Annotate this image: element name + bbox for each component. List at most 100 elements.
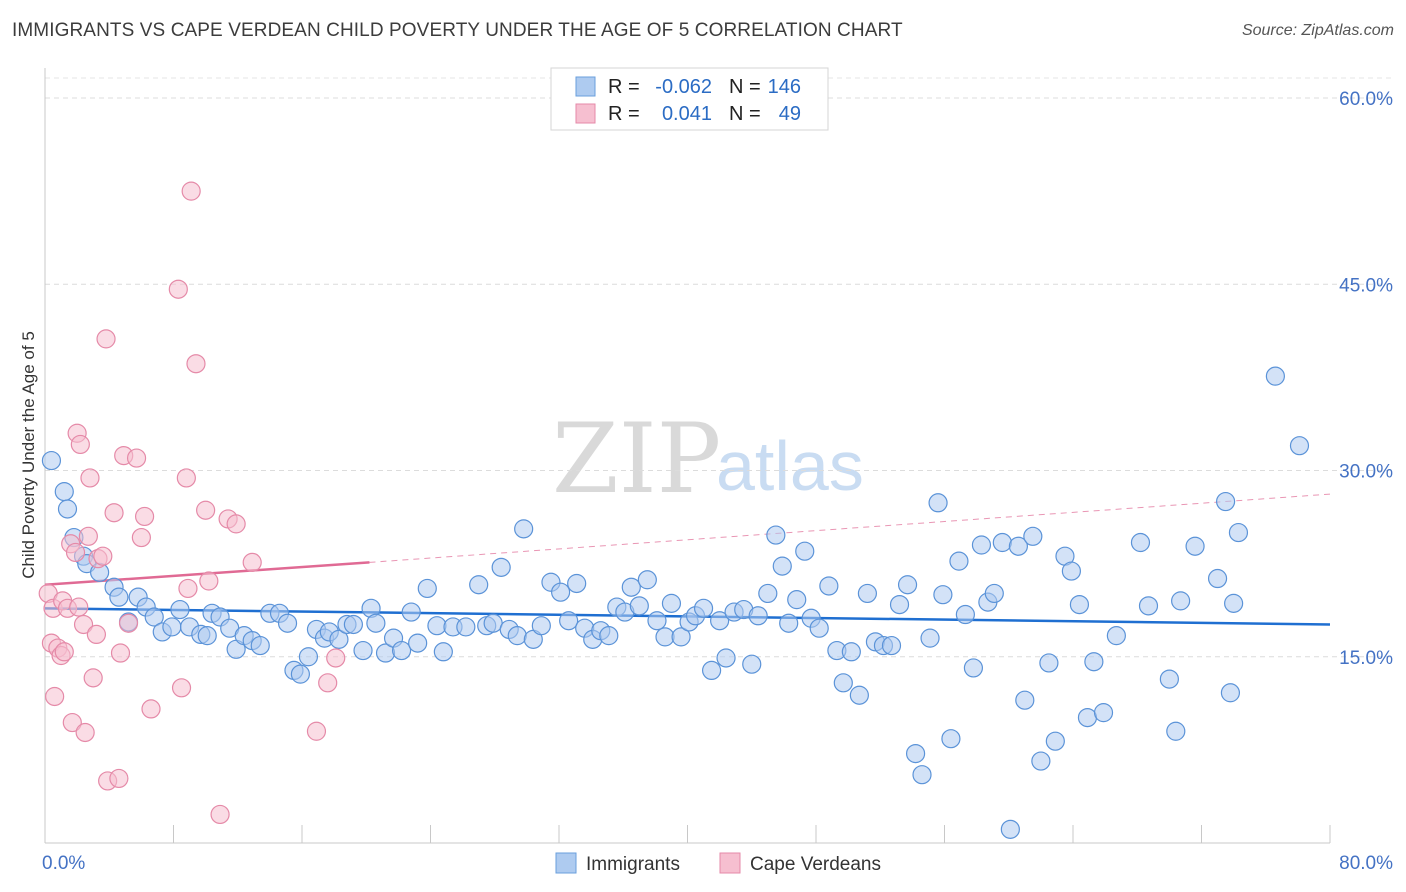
immigrants-point xyxy=(469,575,489,595)
legend-r-label: R = xyxy=(608,76,640,98)
immigrants-point xyxy=(941,729,961,749)
immigrants-point xyxy=(507,626,527,646)
cape-verdeans-point xyxy=(141,699,161,719)
immigrants-point xyxy=(833,673,853,693)
legend-r-value: -0.062 xyxy=(655,76,712,98)
legend-box xyxy=(550,67,829,131)
y-tick-label: 60.0% xyxy=(1339,89,1393,110)
immigrants-point xyxy=(1031,751,1051,771)
cape-verdeans-point xyxy=(134,506,155,527)
y-tick-label: 45.0% xyxy=(1339,275,1393,296)
immigrants-point xyxy=(637,570,657,590)
immigrants-point xyxy=(647,611,667,631)
immigrants-point xyxy=(57,499,78,519)
immigrants-point xyxy=(559,611,579,631)
immigrants-point xyxy=(599,626,619,646)
immigrants-point xyxy=(629,596,649,616)
immigrants-point xyxy=(809,618,829,638)
immigrants-point xyxy=(621,577,641,597)
immigrants-point xyxy=(971,535,992,555)
immigrants-point xyxy=(54,482,74,502)
immigrants-point xyxy=(819,576,839,596)
cape-verdeans-point xyxy=(83,668,103,688)
x-tick-label: 80.0% xyxy=(1339,853,1393,874)
immigrants-point xyxy=(1265,366,1285,386)
immigrants-point xyxy=(514,519,534,539)
immigrants-point xyxy=(857,583,878,604)
immigrants-point xyxy=(277,613,298,633)
cape-verdeans-point xyxy=(118,613,139,633)
immigrants-point xyxy=(250,635,270,656)
legend: R = -0.062 N = 146 R = 0.041 N = 49 xyxy=(550,67,829,131)
cape-verdeans-point xyxy=(226,514,246,534)
immigrants-point xyxy=(483,613,503,633)
immigrants-point xyxy=(1207,568,1228,589)
immigrants-point xyxy=(531,616,551,636)
x-tick-label: 0.0% xyxy=(42,853,85,874)
immigrants-point xyxy=(41,450,62,471)
immigrants-point xyxy=(391,640,412,661)
immigrants-point xyxy=(1039,653,1059,673)
legend-r-label: R = xyxy=(608,103,640,125)
immigrants-point xyxy=(963,658,984,678)
y-axis-label: Child Poverty Under the Age of 5 xyxy=(19,331,38,579)
immigrants-point xyxy=(949,551,969,571)
y-tick-label: 30.0% xyxy=(1339,462,1393,483)
immigrants-point xyxy=(928,493,948,513)
immigrants-point xyxy=(1069,594,1090,615)
immigrants-point xyxy=(955,604,975,625)
cape-verdeans-point xyxy=(171,678,192,698)
immigrants-point xyxy=(701,660,722,681)
immigrants-point xyxy=(1171,591,1191,611)
immigrants-point xyxy=(298,647,319,667)
bottom-legend-swatch xyxy=(555,852,577,874)
cape-verdeans-point xyxy=(126,448,147,468)
legend-n-label: N = xyxy=(729,103,761,125)
immigrants-point xyxy=(912,765,932,785)
immigrants-point xyxy=(933,585,953,605)
axes: 15.0% 30.0% 45.0% 60.0% 0.0% 80.0% xyxy=(42,68,1393,874)
cape-verdeans-point xyxy=(45,686,65,707)
immigrants-point xyxy=(772,556,792,576)
immigrants-point xyxy=(841,642,861,662)
immigrants-point xyxy=(1224,593,1244,613)
immigrants-point xyxy=(748,606,768,626)
cape-verdeans-point xyxy=(178,578,198,599)
immigrants-point xyxy=(897,575,918,595)
immigrants-point xyxy=(353,640,373,661)
immigrants-point xyxy=(290,664,310,684)
immigrants-point xyxy=(343,614,363,635)
immigrants-point xyxy=(551,582,571,602)
cape-verdeans-point xyxy=(181,181,201,201)
legend-n-value: 49 xyxy=(779,103,801,125)
immigrants-point xyxy=(162,617,182,637)
data-points xyxy=(38,181,1310,839)
cape-verdeans-point xyxy=(176,468,196,488)
immigrants-point xyxy=(1106,626,1126,646)
immigrants-point xyxy=(758,583,778,604)
immigrants-point xyxy=(1289,436,1310,456)
cape-verdeans-point xyxy=(242,552,262,572)
source-attribution: Source: ZipAtlas.com xyxy=(1241,22,1394,39)
cape-verdeans-point xyxy=(80,468,100,488)
immigrants-point xyxy=(456,617,476,637)
immigrants-point xyxy=(433,642,453,662)
immigrants-point xyxy=(144,607,164,627)
immigrants-point xyxy=(710,611,730,631)
immigrants-point xyxy=(1215,491,1236,512)
cape-verdeans-point xyxy=(199,571,219,591)
legend-n-label: N = xyxy=(729,76,761,98)
bottom-legend-swatch xyxy=(719,852,741,874)
immigrants-point xyxy=(1008,536,1028,556)
immigrants-point xyxy=(1093,703,1114,723)
immigrants-point xyxy=(849,685,869,705)
immigrants-point xyxy=(1023,526,1043,546)
watermark-zip-text: ZIP xyxy=(552,403,721,515)
cape-verdeans-point xyxy=(86,624,107,645)
immigrants-point xyxy=(109,587,129,607)
immigrants-point xyxy=(905,743,926,764)
immigrants-point xyxy=(742,654,762,674)
cape-verdeans-point xyxy=(73,614,94,635)
immigrants-point xyxy=(1228,522,1249,543)
